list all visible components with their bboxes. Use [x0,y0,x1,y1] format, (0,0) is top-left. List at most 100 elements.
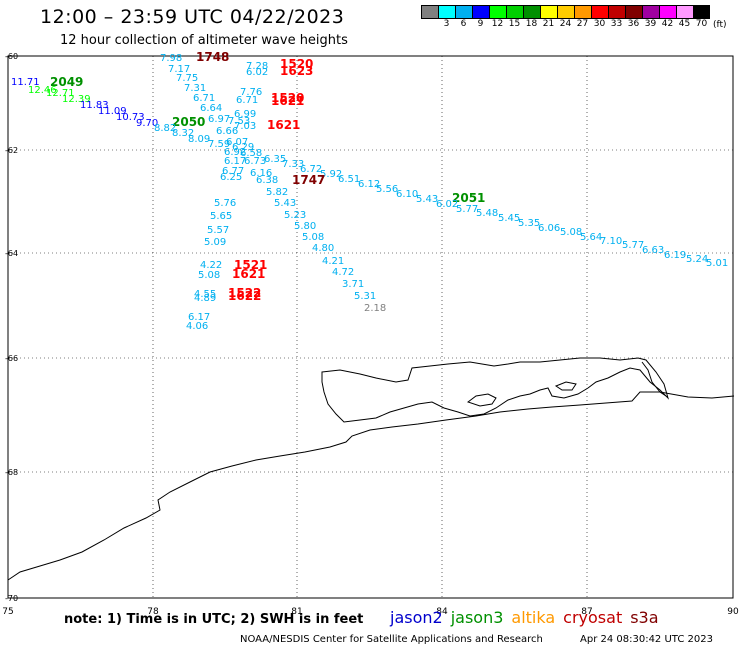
wave-height-label: 6.51 [338,174,360,185]
wave-height-label: 5.76 [214,198,236,209]
legend-tick-label: 42 [661,19,674,29]
legend-swatch [659,5,676,19]
wave-height-label: 6.12 [358,179,380,190]
latitude-tick-label: -60 [5,52,18,61]
wave-height-label: 5.57 [207,225,229,236]
legend-swatch [438,5,455,19]
legend-tick-label: 24 [559,19,572,29]
map-grid [7,55,734,599]
legend-tick-label: 70 [695,19,708,29]
wave-height-label: 6.77 [222,166,244,177]
legend-swatch [693,5,710,19]
wave-height-label: 6.63 [642,245,664,256]
pass-time-label: 1520 [271,91,304,105]
wave-height-label: 10.73 [116,112,145,123]
wave-height-label: 6.17 [188,312,210,323]
wave-height-label: 5.24 [686,254,708,265]
legend-swatch [625,5,642,19]
pass-time-label: 2051 [452,191,485,205]
map-frame [7,55,734,599]
wave-height-label: 4.55 [194,289,216,300]
wave-height-label: 5.08 [198,270,220,281]
satellite-legend-item: s3a [630,608,659,627]
wave-height-label: 4.06 [186,321,208,332]
wave-height-label: 5.77 [456,204,478,215]
legend-tick-label: 6 [460,19,467,29]
wave-height-label: 7.98 [160,53,182,64]
wave-height-label: 8.82 [154,123,176,134]
wave-height-label: 5.92 [320,169,342,180]
map-border [7,55,734,599]
wave-height-label: 4.89 [194,293,216,304]
wave-height-label: 4.72 [332,267,354,278]
wave-height-label: 6.38 [256,175,278,186]
wave-height-label: 6.73 [244,156,266,167]
wave-height-label: 7.75 [176,73,198,84]
wave-height-label: 6.64 [200,103,222,114]
wave-height-label: 5.80 [294,221,316,232]
pass-time-label: 1623 [280,64,313,78]
wave-height-label: 5.31 [354,291,376,302]
axis-tick-labels: 75 78 81 84 87 90 -60 -62 -64 -66 -68 -70 [2,52,739,617]
legend-swatch [540,5,557,19]
wave-height-label: 4.80 [312,243,334,254]
wave-height-label: 6.72 [300,164,322,175]
color-legend: 3 6 9 12 15 18 21 24 27 30 33 36 39 42 45 70 [421,5,710,30]
footer-timestamp: Apr 24 08:30:42 UTC 2023 [580,634,713,645]
wave-height-label: 6.17 [224,156,246,167]
wave-height-label: 4.21 [322,256,344,267]
wave-height-label: 6.35 [264,154,286,165]
wave-height-label: 6.71 [236,95,258,106]
wave-height-label: 7.31 [184,83,206,94]
antarctic-coastline [7,391,735,581]
wave-height-label: 6.02 [246,67,268,78]
legend-tick-label: 27 [576,19,589,29]
pass-time-label: 1621 [267,118,300,132]
pass-time-label: 1747 [292,173,325,187]
pass-time-label: 1748 [196,50,229,64]
legend-tick-label: 39 [644,19,657,29]
wave-height-label: 5.23 [284,210,306,221]
wave-height-label: 3.71 [342,279,364,290]
satellite-legend-item: cryosat [563,608,623,627]
wave-height-label: 5.08 [302,232,324,243]
legend-tick-label: 12 [491,19,504,29]
note-text: note: 1) Time is in UTC; 2) SWH is in fe… [64,612,364,627]
wave-height-label: 6.97 [208,114,230,125]
pass-time-label: 1520 [280,57,313,71]
wave-height-label: 12.46 [28,85,57,96]
wave-height-label: 7.28 [246,61,268,72]
wave-height-label: 6.99 [234,109,256,120]
legend-swatch [557,5,574,19]
longitude-tick-label: 78 [147,607,159,617]
wave-height-label: 6.25 [220,172,242,183]
legend-swatch [489,5,506,19]
satellite-legend-item: altika [511,608,556,627]
wave-height-label: 12.39 [62,94,91,105]
wave-height-label: 7.33 [282,159,304,170]
legend-swatch [523,5,540,19]
wave-height-label: 11.09 [98,106,127,117]
pass-time-label: 1521 [234,258,267,272]
legend-swatch [676,5,693,19]
wave-height-label: 5.43 [416,194,438,205]
wave-height-label: 5.77 [622,240,644,251]
legend-tick-label: 45 [678,19,691,29]
wave-height-label: 5.48 [476,208,498,219]
pass-time-label: 1622 [228,289,261,303]
legend-swatch [608,5,625,19]
satellite-legend-item: jason2 [390,608,443,627]
wave-height-label: 8.09 [188,134,210,145]
wave-height-label: 6.66 [216,126,238,137]
legend-swatch [506,5,523,19]
legend-swatch [421,5,438,19]
longitude-tick-label: 75 [2,607,13,617]
latitude-tick-label: -64 [5,249,18,258]
legend-swatch [642,5,659,19]
footer-credit: NOAA/NESDIS Center for Satellite Applica… [240,634,543,645]
page-title: 12:00 – 23:59 UTC 04/22/2023 [40,6,345,28]
wave-height-label: 5.65 [210,211,232,222]
legend-swatch [472,5,489,19]
